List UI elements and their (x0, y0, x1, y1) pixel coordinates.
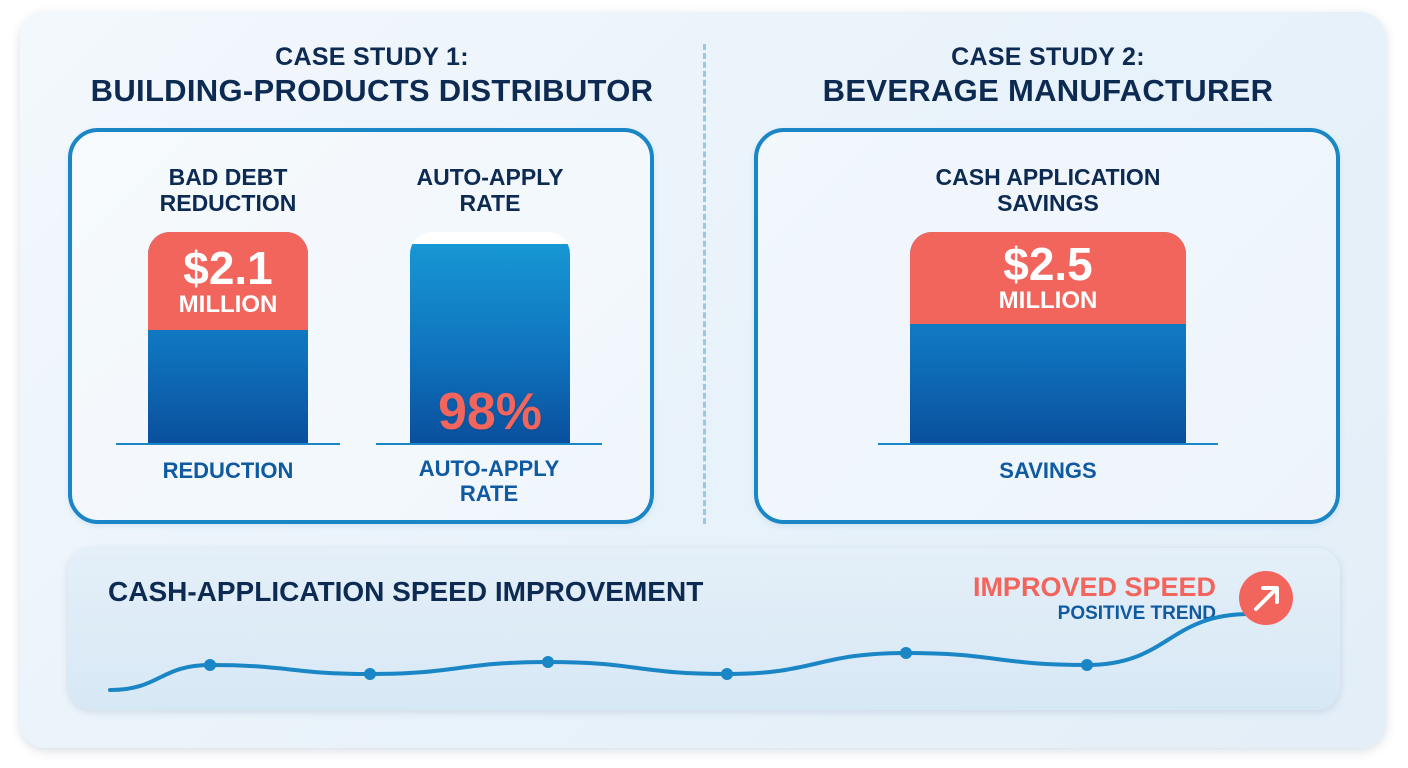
auto-apply-bar-fill (410, 244, 570, 444)
speed-trend-line (108, 612, 1252, 692)
bad-debt-value-cap: $2.1 MILLION (148, 232, 308, 330)
bad-debt-baseline (116, 443, 340, 445)
auto-apply-footer: AUTO-APPLY RATE (376, 456, 602, 506)
speed-trend-point (900, 647, 912, 659)
bad-debt-footer: REDUCTION (162, 458, 294, 483)
auto-apply-title-line2: RATE (459, 190, 521, 216)
improved-speed-label: IMPROVED SPEED (972, 572, 1216, 602)
speed-trend-point (1081, 659, 1093, 671)
case-study-1-label: CASE STUDY 1: (275, 43, 469, 71)
cash-savings-bar: $2.5 MILLION (910, 232, 1186, 444)
cash-savings-title-line1: CASH APPLICATION (935, 164, 1161, 190)
arrow-up-right-icon (1239, 571, 1293, 625)
positive-trend-label: POSITIVE TREND (1057, 603, 1216, 624)
auto-apply-title: AUTO-APPLY RATE (380, 164, 600, 216)
case-study-1-heading: CASE STUDY 1: BUILDING-PRODUCTS DISTRIBU… (40, 42, 704, 110)
auto-apply-title-line1: AUTO-APPLY (416, 164, 564, 190)
cash-savings-title: CASH APPLICATION SAVINGS (868, 164, 1228, 216)
cash-savings-title-line2: SAVINGS (997, 190, 1099, 216)
speed-trend-point (204, 659, 216, 671)
bad-debt-title: BAD DEBT REDUCTION (118, 164, 338, 216)
speed-trend-point (542, 656, 554, 668)
speed-trend-points (204, 647, 1093, 680)
bad-debt-title-line1: BAD DEBT (168, 164, 288, 190)
case-study-2-title: BEVERAGE MANUFACTURER (822, 73, 1274, 108)
auto-apply-footer-line1: AUTO-APPLY (418, 456, 560, 481)
speed-trend-panel (68, 548, 1340, 710)
auto-apply-value: 98% (437, 383, 543, 441)
case-study-2-label: CASE STUDY 2: (951, 43, 1145, 71)
speed-trend-title: CASH-APPLICATION SPEED IMPROVEMENT (108, 576, 704, 607)
auto-apply-bar-track (410, 232, 570, 444)
section-divider (703, 44, 706, 524)
cash-savings-value: $2.5 (1003, 238, 1093, 290)
cash-savings-unit: MILLION (998, 287, 1098, 314)
case-study-1-title: BUILDING-PRODUCTS DISTRIBUTOR (90, 73, 654, 108)
bad-debt-title-line2: REDUCTION (159, 190, 297, 216)
cash-savings-footer: SAVINGS (999, 458, 1097, 483)
cash-savings-baseline (878, 443, 1218, 445)
cash-savings-value-cap: $2.5 MILLION (910, 232, 1186, 324)
bad-debt-unit: MILLION (178, 291, 278, 318)
bad-debt-value: $2.1 (183, 242, 273, 294)
auto-apply-footer-line2: RATE (459, 481, 519, 506)
case-study-2-heading: CASE STUDY 2: BEVERAGE MANUFACTURER (720, 42, 1376, 110)
speed-trend-point (721, 668, 733, 680)
auto-apply-baseline (376, 443, 602, 445)
speed-trend-point (364, 668, 376, 680)
bad-debt-bar: $2.1 MILLION (148, 232, 308, 444)
